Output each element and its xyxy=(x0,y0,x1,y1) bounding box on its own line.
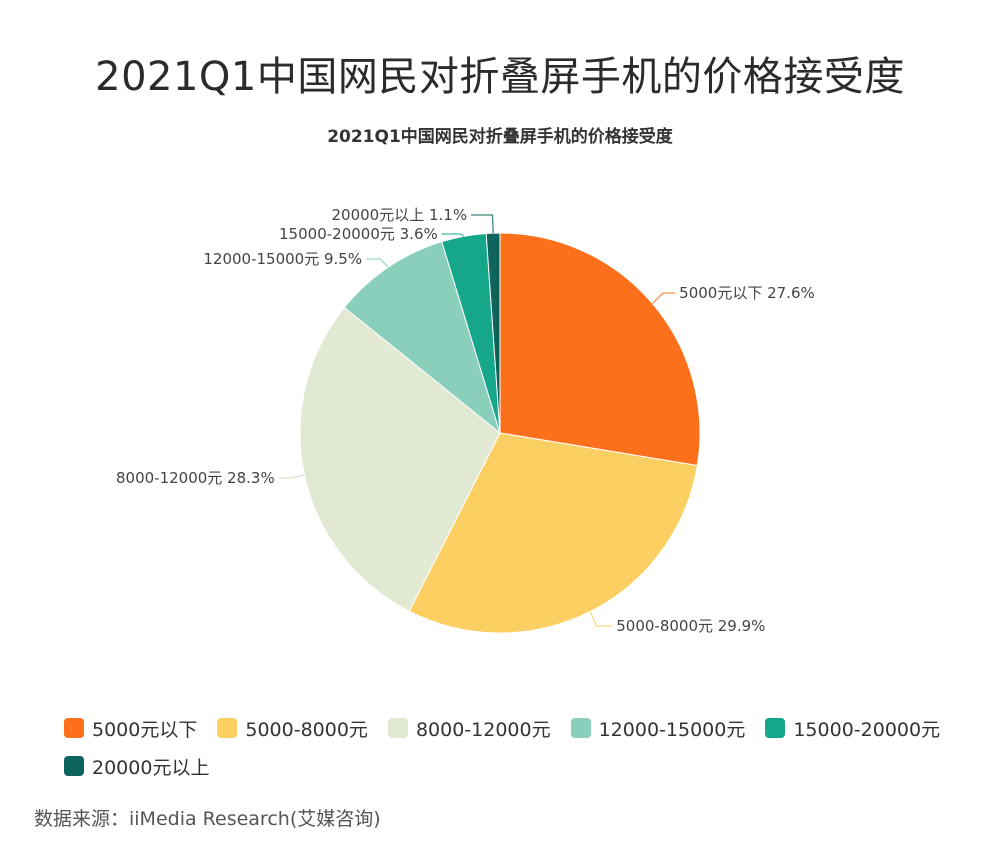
data-label-0: 5000元以下 27.6% xyxy=(679,284,815,302)
leader-line-1 xyxy=(589,611,613,627)
legend-item-4[interactable]: 15000-20000元 xyxy=(765,714,940,742)
legend-swatch xyxy=(765,718,786,738)
legend-label: 8000-12000元 xyxy=(415,718,551,741)
legend-swatch xyxy=(570,718,591,738)
chart-title: 2021Q1中国网民对折叠屏手机的价格接受度 xyxy=(327,127,673,147)
page-title: 2021Q1中国网民对折叠屏手机的价格接受度 xyxy=(95,54,905,100)
legend-item-3[interactable]: 12000-15000元 xyxy=(570,714,746,742)
legend-label: 5000-8000元 xyxy=(245,718,368,741)
legend-label: 15000-20000元 xyxy=(793,718,941,741)
leader-line-2 xyxy=(278,474,305,479)
legend-item-1[interactable]: 5000-8000元 xyxy=(217,714,368,742)
data-label-5: 20000元以上 1.1% xyxy=(331,206,467,224)
leader-line-5 xyxy=(471,214,494,234)
data-label-2: 8000-12000元 28.3% xyxy=(116,469,275,487)
legend-swatch xyxy=(64,756,84,776)
pie-slice-3 xyxy=(343,241,501,435)
data-source: 数据来源：iiMedia Research(艾媒咨询) xyxy=(34,808,381,830)
legend-label: 12000-15000元 xyxy=(598,718,746,741)
legend-item-5[interactable]: 20000元以上 xyxy=(64,752,209,780)
chart-legend: 5000元以下 5000-8000元 8000-12000元 12000-15000元… xyxy=(64,714,964,780)
legend-label: 20000元以上 xyxy=(92,756,210,779)
pie-slice-1 xyxy=(408,432,698,634)
pie-chart: 5000元以下 27.6% 5000-8000元 29.9% 8000-12000元… xyxy=(116,206,815,635)
leader-line-0 xyxy=(652,292,676,304)
data-label-3: 12000-15000元 9.5% xyxy=(203,250,362,268)
data-label-4: 15000-20000元 3.6% xyxy=(279,225,438,243)
pie-slice-0 xyxy=(499,232,701,467)
legend-swatch xyxy=(217,718,238,738)
data-label-1: 5000-8000元 29.9% xyxy=(616,617,765,635)
legend-item-2[interactable]: 8000-12000元 xyxy=(387,714,551,742)
leader-line-4 xyxy=(441,233,465,237)
leader-line-3 xyxy=(366,258,389,268)
legend-swatch xyxy=(64,718,84,738)
pie-slice-2 xyxy=(299,306,501,612)
legend-item-0[interactable]: 5000元以下 xyxy=(64,714,197,742)
legend-label: 5000元以下 xyxy=(92,718,198,741)
legend-swatch xyxy=(387,718,408,738)
